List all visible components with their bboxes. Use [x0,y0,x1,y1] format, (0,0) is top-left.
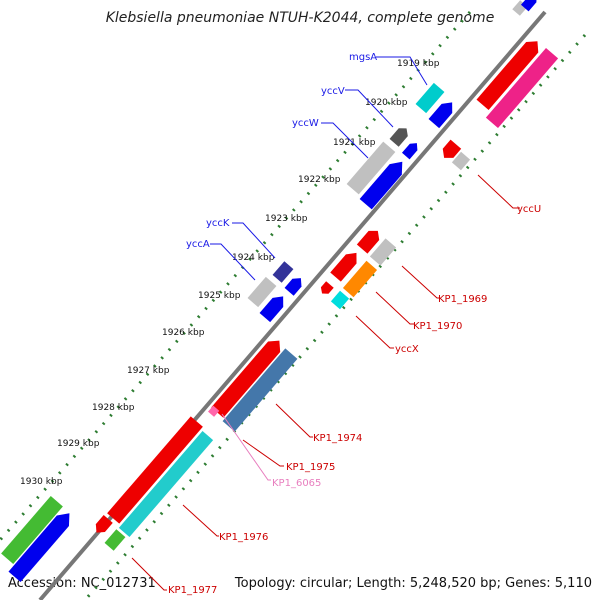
outer-ruler [83,34,587,600]
tick-label: 1922 kbp [298,175,341,185]
gene-arrow[interactable] [520,0,540,12]
leader-line [376,56,428,86]
gene-arrow[interactable] [247,276,277,308]
gene-arrow[interactable] [222,348,298,432]
gene-arrow[interactable] [346,141,396,195]
gene-arrow[interactable] [284,274,306,296]
tick-label: 1928 kbp [92,403,135,413]
gene-arrow[interactable] [92,515,113,536]
leader-line [355,315,394,349]
tick-label: 1923 kbp [265,214,308,224]
leader-line [242,439,284,467]
tick-label: 1919 kbp [397,59,440,69]
tick-label: 1920 kbp [365,98,408,108]
gene-arrow[interactable] [208,405,220,417]
leader-line [221,413,271,481]
leader-line [182,504,219,537]
gene-label: yccX [395,344,419,355]
gene-arrow[interactable] [485,47,559,129]
tick-label: 1921 kbp [333,138,376,148]
gene-arrow[interactable] [318,281,334,297]
gene-arrow[interactable] [330,290,350,310]
gene-arrow[interactable] [369,238,397,266]
gene-label: KP1_1976 [219,532,268,543]
gene-label: KP1_1969 [438,294,487,305]
gene-arrow[interactable] [1,496,63,564]
gene-label: yccW [292,118,319,129]
gene-label: yccU [517,204,541,215]
gene-label: mgsA [349,52,377,63]
tick-label: 1926 kbp [162,328,205,338]
tick-label: 1929 kbp [57,439,100,449]
leader-line [232,222,276,259]
gene-arrow[interactable] [211,335,285,418]
scale-ruler [0,11,472,541]
tick-label: 1925 kbp [198,291,241,301]
leader-line [375,291,414,325]
gene-label: KP1_1975 [286,462,335,473]
map-title: Klebsiella pneumoniae NTUH-K2044, comple… [106,10,495,26]
leader-line [210,243,256,281]
gene-arrow[interactable] [389,125,411,147]
tick-labels: 1919 kbp 1920 kbp 1921 kbp 1922 kbp 1923… [20,59,440,487]
gene-arrow[interactable] [259,292,289,323]
gene-arrow[interactable] [272,261,294,283]
tick-label: 1927 kbp [127,366,170,376]
gene-label: yccA [186,239,210,250]
gene-arrow[interactable] [476,36,544,111]
gene-arrow[interactable] [439,139,462,163]
gene-arrow[interactable] [118,430,214,538]
tick-label: 1924 kbp [232,253,275,263]
genome-stats-label: Topology: circular; Length: 5,248,520 bp… [234,576,592,591]
leader-line [131,557,167,591]
leader-line [275,403,313,438]
gene-arrow[interactable] [415,82,445,114]
gene-features [1,0,559,583]
gene-labels: mgsA yccV yccW yccK yccA yccU KP1_1969 K… [168,52,541,596]
gene-arrow[interactable] [356,226,383,254]
gene-label: KP1_1970 [413,321,462,332]
gene-label: KP1_1977 [168,585,217,596]
leader-line [345,89,394,128]
gene-arrow[interactable] [330,248,362,282]
gene-label: KP1_1974 [313,433,362,444]
leader-line [477,174,520,209]
gene-arrow[interactable] [401,140,421,160]
gene-label: yccK [206,218,230,229]
gene-label: KP1_6065 [272,478,321,489]
leader-lines [131,56,520,591]
leader-line [321,122,369,159]
leader-line [401,265,440,299]
gene-arrow[interactable] [451,151,471,171]
gene-arrow[interactable] [104,529,126,551]
gene-arrow[interactable] [342,260,378,298]
gene-arrow[interactable] [107,416,203,524]
accession-label: Accession: NC_012731 [8,576,156,591]
gene-arrow[interactable] [428,98,458,129]
gene-label: yccV [321,86,345,97]
gene-arrow[interactable] [359,157,409,210]
gene-arrow[interactable] [8,508,76,583]
tick-label: 1930 kbp [20,477,63,487]
